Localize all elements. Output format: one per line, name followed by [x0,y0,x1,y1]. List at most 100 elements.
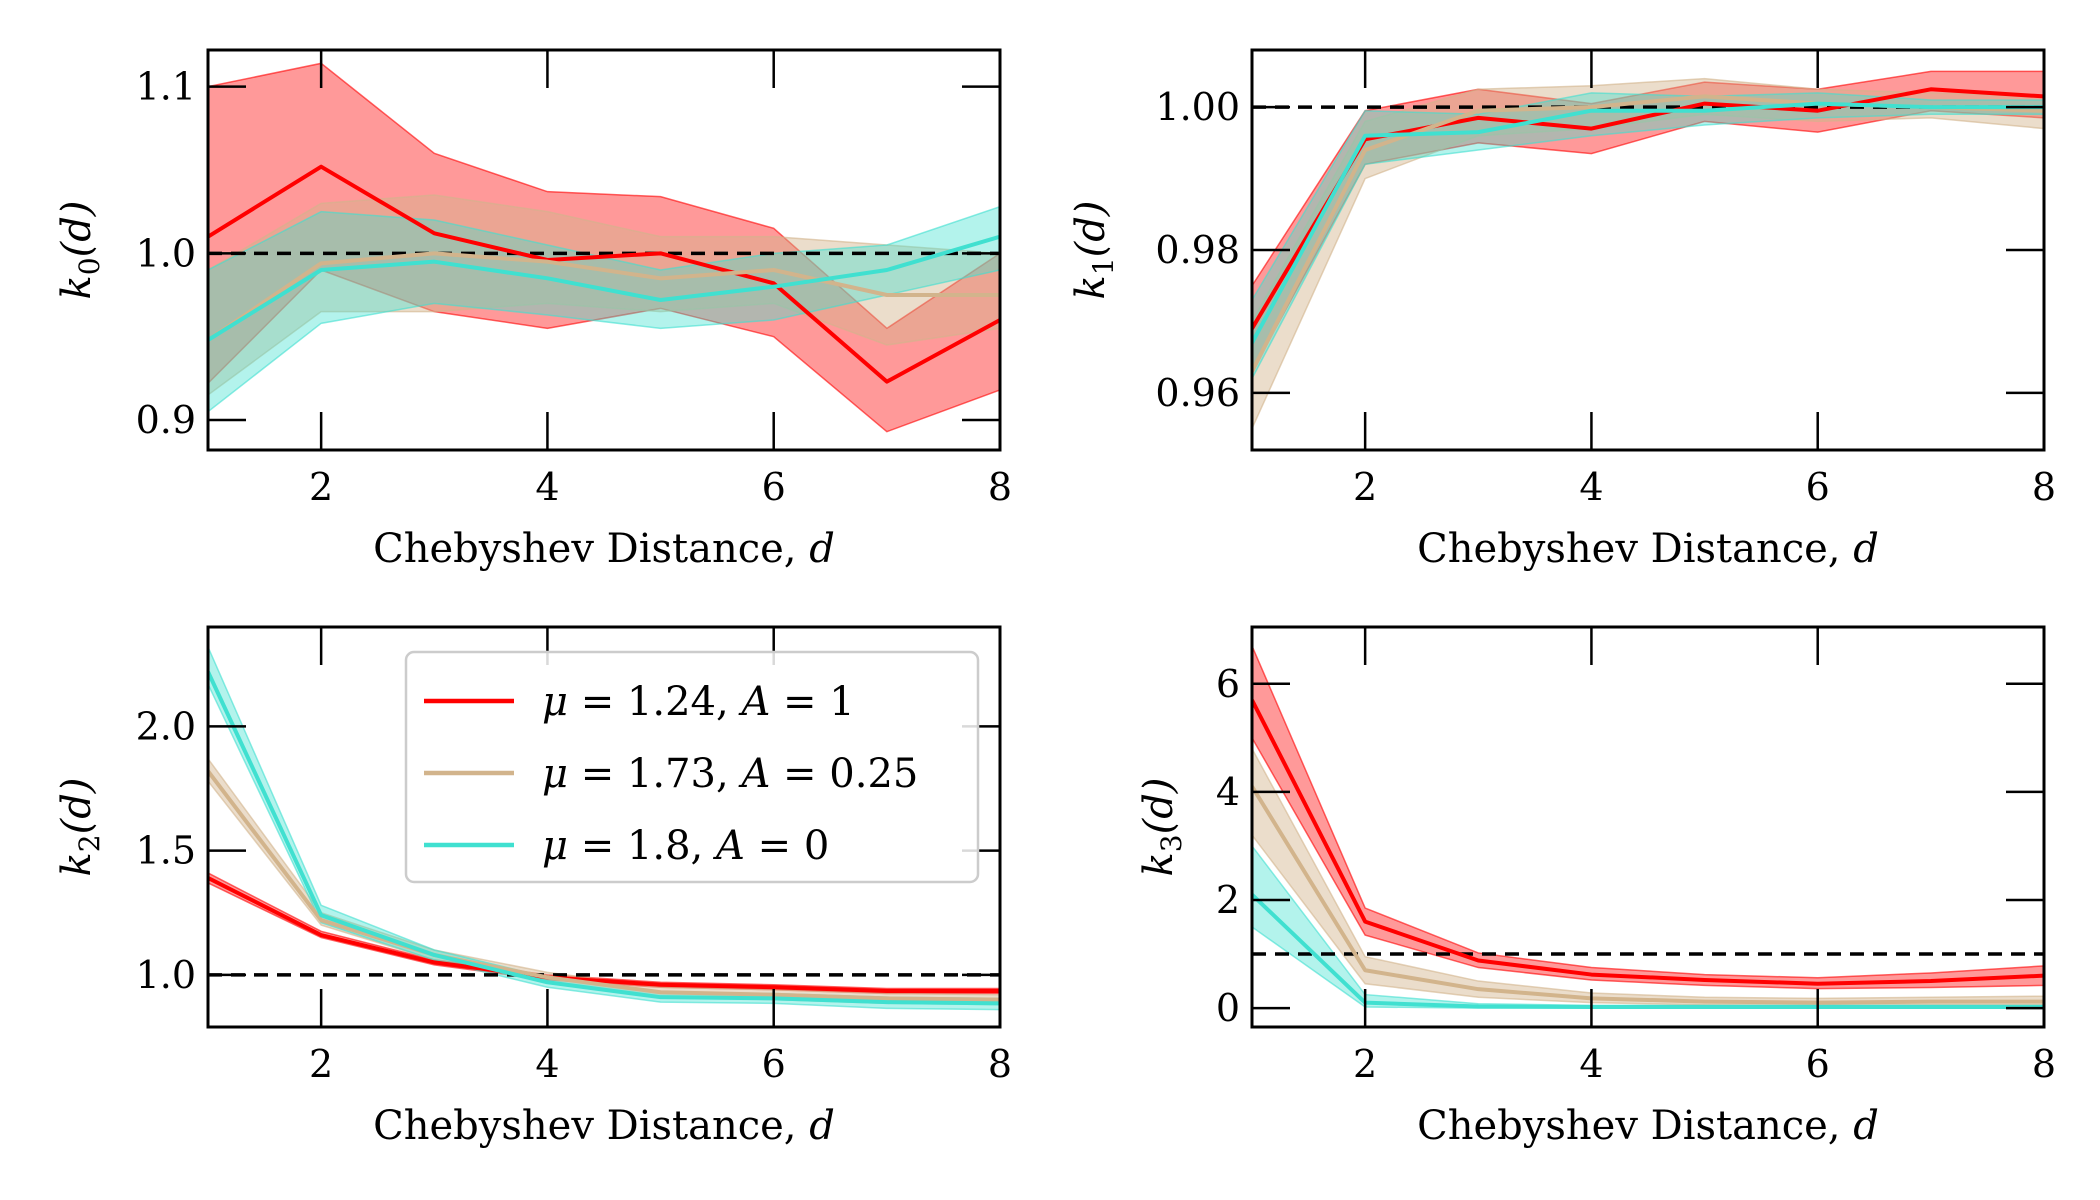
legend-mu: μ [542,751,568,797]
y-axis-label: k0(d) [54,201,106,300]
y-axis-label-sub: 1 [1087,257,1120,275]
x-tick-label: 2 [309,465,333,509]
legend-box [404,650,980,884]
x-axis-label: Chebyshev Distance, d [373,1103,835,1149]
series-line-mu18 [208,234,1000,342]
y-tick-label: 1.0 [136,953,196,997]
panel-k1: 2 4 6 8 0.96 0.98 1.00 Chebyshev Distance, d k1(… [1068,48,2056,572]
legend-a-value: = 0 [745,823,829,869]
panel-k0: 2 4 6 8 0.9 1.0 1.1 Chebyshev Distance, d k0(d) [54,48,1012,572]
x-axis-label-text: Chebyshev Distance, [1417,1103,1853,1149]
series-line-mu18 [1252,101,2044,344]
legend-a-value: = 0.25 [770,751,918,797]
x-axis-label-var: d [809,1103,835,1149]
x-axis-label: Chebyshev Distance, d [1417,526,1879,572]
y-tick-label: 6 [1216,662,1240,706]
confidence-band-mu18 [1252,92,2044,379]
legend-entry: μ = 1.8, A = 0 [542,823,829,869]
series-line-mu124 [1252,699,2044,986]
series-line-mu124 [208,876,1000,993]
legend-a: A [737,679,770,725]
x-axis-label-var: d [1853,526,1879,572]
x-tick-label: 4 [1579,1042,1603,1086]
y-axis-label: k3(d) [1136,778,1188,877]
y-tick-label: 1.1 [136,65,196,109]
plot-area [208,646,1000,1011]
legend-a: A [737,751,770,797]
confidence-band-mu18 [208,205,1000,413]
x-tick-label: 8 [2032,465,2056,509]
legend-mu-value: = 1.8, [568,823,716,869]
x-tick-label: 8 [988,1042,1012,1086]
legend-entry: μ = 1.24, A = 1 [542,679,855,725]
y-tick-label: 1.00 [1155,85,1240,129]
legend: μ = 1.24, A = 1μ = 1.73, A = 0.25μ = 1.8… [404,650,980,884]
y-axis-label-arg: (d) [1068,201,1114,258]
series-line-mu18 [208,670,1000,1006]
x-axis-label-var: d [809,526,835,572]
y-tick-label: 1.5 [136,829,196,873]
x-tick-label: 6 [762,1042,786,1086]
x-axis-label-var: d [1853,1103,1879,1149]
y-axis-label-base: k [54,852,100,876]
y-tick-label: 2 [1216,878,1240,922]
y-tick-label: 0.96 [1155,371,1240,415]
y-axis-label: k2(d) [54,778,106,877]
legend-a: A [712,823,745,869]
x-tick-label: 2 [309,1042,333,1086]
y-axis-label-sub: 2 [73,834,106,852]
y-axis-label-sub: 0 [73,257,106,275]
x-tick-label: 2 [1353,465,1377,509]
y-tick-label: 0.9 [136,398,196,442]
x-tick-label: 6 [1806,465,1830,509]
axes-frame [206,625,1002,1029]
x-axis-label: Chebyshev Distance, d [1417,1103,1879,1149]
y-axis-label-sub: 3 [1155,834,1188,852]
y-tick-label: 1.0 [136,231,196,275]
legend-mu: μ [542,823,568,869]
y-tick-label: 4 [1216,770,1240,814]
y-axis-label-base: k [1136,852,1182,876]
plot-area [1252,70,2044,429]
confidence-band-mu124 [208,62,1000,433]
y-axis-label-base: k [54,275,100,299]
x-axis-label-text: Chebyshev Distance, [373,1103,809,1149]
x-tick-label: 2 [1353,1042,1377,1086]
y-tick-label: 0.98 [1155,228,1240,272]
x-tick-label: 8 [988,465,1012,509]
x-tick-label: 4 [1579,465,1603,509]
plot-area [1252,645,2044,1009]
x-axis-label-text: Chebyshev Distance, [1417,526,1853,572]
legend-mu-value: = 1.73, [568,751,741,797]
x-axis-label-text: Chebyshev Distance, [373,526,809,572]
x-tick-label: 6 [1806,1042,1830,1086]
legend-mu-value: = 1.24, [568,679,741,725]
x-axis-label: Chebyshev Distance, d [373,526,835,572]
series-line-mu173 [1252,785,2044,1005]
y-axis-label: k1(d) [1068,201,1120,300]
x-tick-label: 4 [535,1042,559,1086]
confidence-band-mu173 [208,194,1000,396]
y-tick-label: 2.0 [136,704,196,748]
legend-a-value: = 1 [770,679,854,725]
series-line-mu173 [208,251,1000,342]
y-axis-label-base: k [1068,275,1114,299]
panel-k3: 2 4 6 8 0 2 4 6 Chebyshev Distance, d k3(d) [1136,625,2056,1149]
plot-area [208,62,1000,433]
confidence-band-mu173 [1252,748,2044,1007]
legend-entry: μ = 1.73, A = 0.25 [542,751,918,797]
x-tick-label: 6 [762,465,786,509]
y-axis-label-arg: (d) [1136,778,1182,835]
legend-mu: μ [542,679,568,725]
series-line-mu124 [208,164,1000,384]
axes-frame [206,48,1002,452]
y-tick-label: 0 [1216,986,1240,1030]
y-axis-label-arg: (d) [54,201,100,258]
x-tick-label: 4 [535,465,559,509]
series-line-mu173 [208,769,1000,1002]
y-axis-label-arg: (d) [54,778,100,835]
axes-frame [1250,625,2046,1029]
series-line-mu18 [1252,893,2044,1009]
